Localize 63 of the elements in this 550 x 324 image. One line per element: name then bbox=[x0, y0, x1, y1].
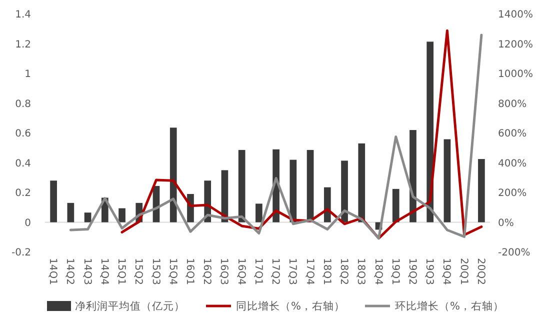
x-tick-label: 18Q1 bbox=[320, 258, 332, 285]
x-tick-label: 20Q2 bbox=[474, 258, 486, 285]
x-tick-label: 17Q2 bbox=[270, 258, 281, 285]
y-tick-label: 1 bbox=[24, 69, 31, 80]
y-tick-label: 1.2 bbox=[15, 39, 31, 50]
y-tick-label: 1.4 bbox=[15, 10, 31, 20]
x-tick-label: 20Q1 bbox=[458, 258, 469, 285]
y-tick-label: 0 bbox=[24, 218, 31, 229]
x-tick-label: 14Q1 bbox=[47, 258, 58, 285]
x-tick-label: 16Q4 bbox=[235, 258, 246, 285]
x-tick-label: 18Q4 bbox=[372, 258, 384, 285]
x-tick-label: 17Q4 bbox=[304, 258, 315, 285]
x-tick-label: 18Q2 bbox=[338, 258, 350, 285]
bar bbox=[358, 143, 366, 222]
x-tick-label: 19Q4 bbox=[440, 258, 452, 285]
legend-label: 净利润平均值（亿元） bbox=[75, 300, 185, 313]
legend-label: 环比增长（%，右轴） bbox=[395, 300, 504, 313]
x-tick-label: 17Q3 bbox=[286, 258, 298, 285]
y-tick-label: 0.2 bbox=[15, 188, 31, 199]
x-tick-label: 15Q2 bbox=[132, 258, 144, 285]
y-tick-label: 0.6 bbox=[15, 128, 31, 140]
bar bbox=[50, 180, 57, 222]
y2-tick-label: -200% bbox=[498, 248, 530, 258]
bar bbox=[478, 159, 485, 222]
x-tick-label: 16Q1 bbox=[184, 258, 195, 285]
y2-tick-label: 0% bbox=[498, 218, 514, 229]
x-tick-label: 15Q1 bbox=[116, 258, 127, 285]
bar bbox=[67, 202, 74, 222]
x-tick-label: 16Q3 bbox=[218, 258, 230, 285]
x-tick-label: 14Q2 bbox=[64, 258, 76, 285]
bar bbox=[170, 128, 177, 222]
y2-tick-label: 800% bbox=[498, 98, 527, 110]
x-tick-label: 17Q1 bbox=[252, 258, 264, 285]
legend-label: 同比增长（%，右轴） bbox=[236, 300, 345, 313]
y-tick-label: -0.2 bbox=[11, 248, 31, 258]
y-tick-label: 0.4 bbox=[15, 158, 31, 170]
y2-tick-label: 1400% bbox=[498, 10, 533, 20]
bar bbox=[324, 187, 331, 222]
bar bbox=[118, 208, 126, 222]
bar bbox=[444, 139, 451, 222]
bar bbox=[306, 150, 314, 222]
x-tick-label: 19Q1 bbox=[389, 258, 400, 285]
bar bbox=[426, 42, 434, 222]
y2-tick-label: 400% bbox=[498, 158, 527, 170]
bar bbox=[256, 204, 262, 222]
x-tick-label: 15Q4 bbox=[166, 258, 178, 285]
bar bbox=[238, 150, 246, 222]
y2-tick-label: 1200% bbox=[498, 39, 533, 50]
y2-tick-label: 200% bbox=[498, 188, 527, 199]
x-tick-label: 14Q3 bbox=[81, 258, 92, 285]
x-tick-label: 18Q3 bbox=[355, 258, 366, 285]
x-tick-label: 15Q3 bbox=[150, 258, 161, 285]
y2-tick-label: 1000% bbox=[498, 69, 533, 80]
x-tick-label: 19Q2 bbox=[406, 258, 418, 285]
y2-tick-label: 600% bbox=[498, 128, 527, 140]
x-tick-label: 16Q2 bbox=[201, 258, 212, 285]
x-tick-label: 14Q4 bbox=[98, 258, 110, 285]
bar bbox=[341, 160, 348, 222]
y-tick-label: 0.8 bbox=[15, 98, 31, 110]
bar bbox=[410, 130, 416, 222]
bar bbox=[84, 212, 92, 222]
bar bbox=[392, 188, 400, 222]
x-tick-label: 19Q3 bbox=[424, 258, 435, 285]
